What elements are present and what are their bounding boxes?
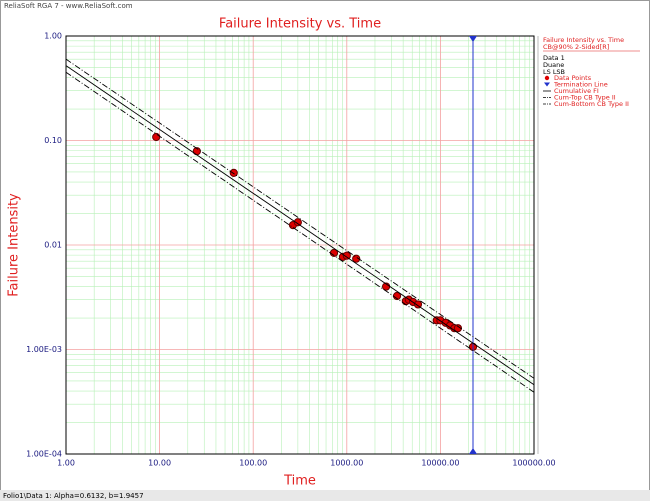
chart-title: Failure Intensity vs. Time	[219, 17, 381, 32]
legend-label: Data Points	[554, 74, 592, 82]
x-tick-label: 1.00	[57, 459, 75, 468]
x-axis-label: Time	[283, 474, 316, 489]
data-point	[453, 324, 463, 333]
legend-symbol	[544, 75, 550, 81]
status-text: Folio1\Data 1: Alpha=0.6132, b=1.9457	[3, 492, 144, 500]
termination-marker	[469, 36, 478, 42]
legend-label: Termination Line	[553, 81, 608, 89]
y-tick-label: 1.00E-03	[26, 345, 62, 354]
y-tick-label: 1.00	[44, 32, 62, 41]
window-header: ReliaSoft RGA 7 - www.ReliaSoft.com	[4, 2, 133, 10]
legend-heading: CB@90% 2-Sided[R]	[543, 43, 609, 51]
legend-label: Cum-Bottom CB Type II	[554, 100, 629, 108]
legend-symbol	[544, 82, 550, 87]
x-tick-label: 1000.00	[330, 459, 363, 468]
x-tick-label: 100000.00	[512, 459, 555, 468]
data-point	[413, 300, 423, 309]
y-tick-label: 0.01	[44, 241, 62, 250]
x-tick-label: 10000.00	[421, 459, 459, 468]
y-axis-label: Failure Intensity	[7, 193, 22, 297]
x-tick-label: 10.00	[148, 459, 171, 468]
x-tick-label: 100.00	[239, 459, 267, 468]
legend-heading: Duane	[543, 61, 564, 69]
legend-heading: LS LSB	[543, 68, 565, 76]
data-point	[342, 251, 351, 260]
y-tick-label: 1.00E-04	[26, 450, 62, 459]
legend-heading: Data 1	[543, 54, 565, 62]
plot-border	[65, 35, 535, 455]
data-point	[352, 254, 361, 263]
fit-line	[65, 71, 535, 393]
fit-line	[65, 65, 535, 386]
data-point	[293, 218, 302, 227]
legend-heading: Failure Intensity vs. Time	[543, 36, 624, 44]
termination-marker	[469, 448, 478, 454]
legend-label: Cum-Top CB Type II	[554, 94, 616, 102]
data-point	[152, 132, 161, 142]
y-tick-label: 0.10	[44, 136, 62, 145]
fit-line	[65, 58, 535, 379]
data-point	[229, 168, 238, 177]
status-bar	[0, 490, 650, 501]
legend-label: Cumulative FI	[554, 87, 599, 95]
